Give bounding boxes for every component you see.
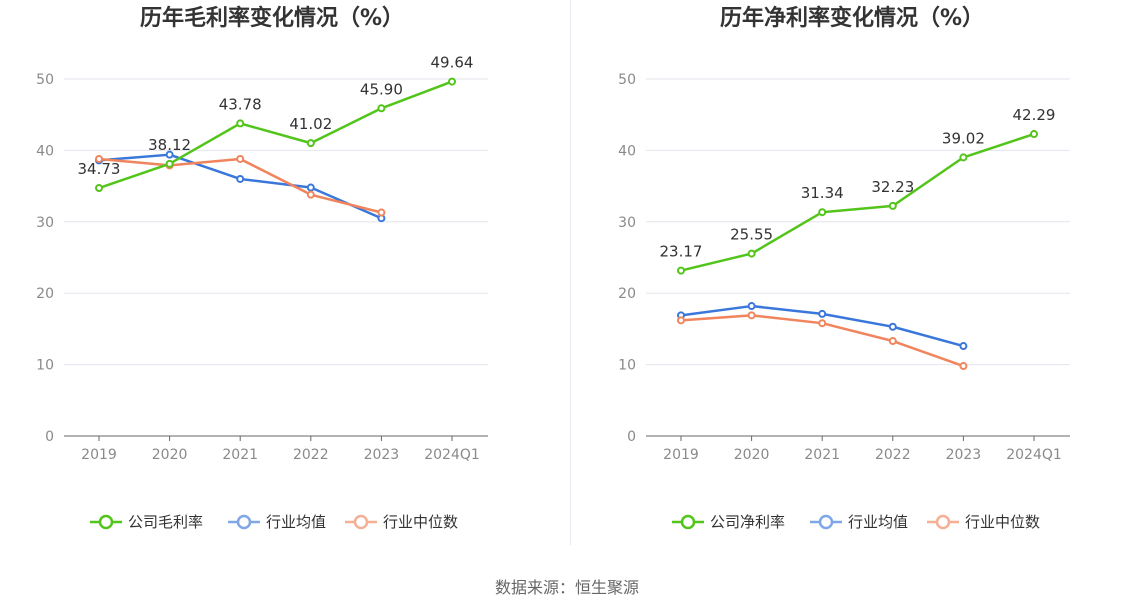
data-point (306, 190, 315, 199)
data-point (165, 150, 174, 159)
data-label: 25.55 (730, 226, 773, 244)
legend-item[interactable]: 行业中位数 (927, 513, 1040, 531)
data-label: 49.64 (431, 54, 474, 72)
data-point (818, 309, 827, 318)
gross-margin-chart: 历年毛利率变化情况（%） 0 10 20 30 40 50 2019 2020 2021 2022 2… (0, 0, 570, 550)
data-source-label: 数据来源：恒生聚源 (494, 578, 639, 597)
data-point (747, 311, 756, 320)
legend-label: 公司毛利率 (128, 513, 203, 531)
legend-marker-icon (680, 514, 696, 530)
y-tick-label: 50 (618, 72, 636, 88)
legend-item[interactable]: 公司净利率 (672, 513, 785, 531)
net-margin-chart: 历年净利率变化情况（%） 0 10 20 30 40 50 2019 2020 2021 2022 2… (571, 0, 1134, 550)
y-tick-label: 40 (36, 143, 54, 159)
data-point (818, 208, 827, 217)
data-label: 45.90 (360, 80, 403, 98)
y-tick-label: 10 (36, 358, 54, 374)
y-tick-label: 50 (36, 72, 54, 88)
y-tick-label: 40 (618, 143, 636, 159)
data-label: 31.34 (801, 184, 844, 202)
legend-item[interactable]: 行业均值 (228, 513, 326, 531)
data-label: 38.12 (148, 136, 191, 154)
data-point (165, 159, 174, 168)
chart-title: 历年净利率变化情况（%） (720, 5, 984, 31)
legend-item[interactable]: 行业均值 (810, 513, 908, 531)
y-tick-label: 0 (627, 429, 636, 445)
legend-marker-icon (935, 514, 951, 530)
legend-marker-icon (236, 514, 252, 530)
data-point (888, 337, 897, 346)
net-margin-chart-svg: 历年净利率变化情况（%） 0 10 20 30 40 50 2019 2020 2021 2022 2… (618, 5, 1070, 531)
gross-margin-chart-svg: 历年毛利率变化情况（%） 0 10 20 30 40 50 2019 2020 2021 2022 2… (36, 5, 488, 531)
x-tick-label: 2022 (293, 447, 329, 463)
data-point (677, 316, 685, 325)
chart-divider (570, 0, 571, 545)
x-tick-label: 2024Q1 (424, 447, 480, 463)
x-tick-label: 2019 (81, 447, 117, 463)
data-point (236, 119, 245, 128)
x-tick-label: 2019 (663, 447, 699, 463)
data-label: 42.29 (1013, 106, 1056, 124)
data-point (95, 184, 103, 193)
data-point (448, 77, 456, 86)
data-point (236, 154, 245, 163)
y-tick-label: 20 (36, 286, 54, 302)
x-tick-label: 2023 (364, 447, 400, 463)
series-line-1 (98, 153, 382, 220)
legend-label: 行业均值 (266, 513, 326, 531)
legend-marker-icon (353, 514, 369, 530)
x-tick-label: 2020 (152, 447, 188, 463)
y-tick-label: 10 (618, 358, 636, 374)
data-point (888, 201, 897, 210)
data-label: 41.02 (289, 115, 332, 133)
data-label: 39.02 (942, 129, 985, 147)
legend-marker-icon (818, 514, 834, 530)
data-point (888, 322, 897, 331)
x-tick-label: 2023 (946, 447, 982, 463)
series-line-2 (98, 157, 382, 214)
legend-label: 行业中位数 (965, 513, 1040, 531)
data-point (959, 362, 968, 371)
data-point (959, 153, 968, 162)
data-point (747, 302, 756, 311)
y-tick-label: 30 (618, 215, 636, 231)
data-point (1030, 130, 1038, 139)
x-tick-label: 2024Q1 (1006, 447, 1062, 463)
x-tick-label: 2022 (875, 447, 911, 463)
legend-item[interactable]: 行业中位数 (345, 513, 458, 531)
data-label: 34.73 (78, 160, 121, 178)
x-tick-label: 2021 (804, 447, 840, 463)
legend-item[interactable]: 公司毛利率 (90, 513, 203, 531)
series-line-0 (680, 132, 1035, 272)
y-tick-label: 30 (36, 215, 54, 231)
data-point (959, 342, 968, 351)
data-point (306, 183, 315, 192)
data-point (377, 208, 386, 217)
chart-title: 历年毛利率变化情况（%） (140, 5, 404, 31)
data-point (236, 174, 245, 183)
data-label: 32.23 (871, 178, 914, 196)
data-point (377, 104, 386, 113)
series-line-0 (98, 80, 453, 190)
data-label: 43.78 (219, 95, 262, 113)
y-tick-label: 0 (45, 429, 54, 445)
legend-marker-icon (98, 514, 114, 530)
data-point (306, 139, 315, 148)
legend-label: 行业均值 (848, 513, 908, 531)
x-tick-label: 2021 (222, 447, 258, 463)
x-tick-label: 2020 (734, 447, 770, 463)
data-point (747, 249, 756, 258)
legend-label: 行业中位数 (383, 513, 458, 531)
data-point (95, 154, 103, 163)
legend-label: 公司净利率 (710, 513, 785, 531)
data-point (818, 319, 827, 328)
data-label: 23.17 (660, 243, 703, 261)
y-tick-label: 20 (618, 286, 636, 302)
data-point (677, 266, 685, 275)
